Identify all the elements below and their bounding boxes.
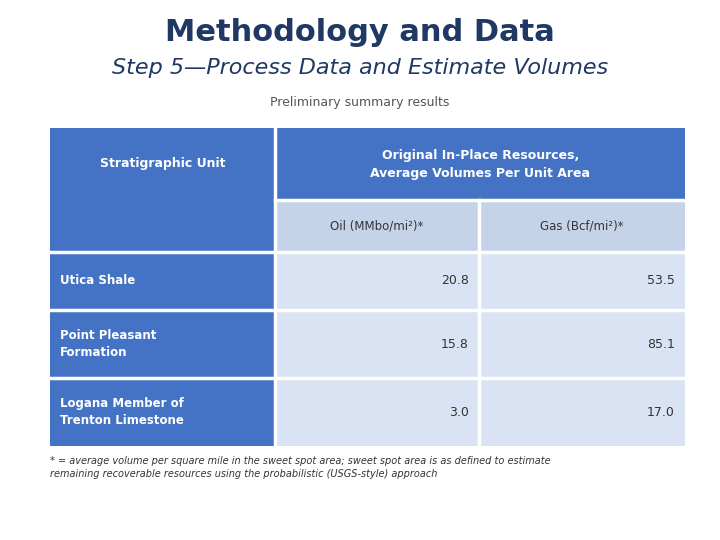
Text: 85.1: 85.1: [647, 338, 675, 350]
Text: Point Pleasant
Formation: Point Pleasant Formation: [60, 329, 156, 359]
Bar: [276, 252, 479, 310]
Text: Utica Shale: Utica Shale: [60, 274, 135, 287]
Bar: [479, 252, 685, 310]
Bar: [276, 378, 479, 446]
Bar: [276, 200, 479, 252]
Bar: [50, 200, 276, 252]
Text: 3.0: 3.0: [449, 406, 469, 419]
Bar: [50, 128, 276, 200]
Bar: [479, 378, 685, 446]
Bar: [276, 310, 479, 378]
Text: 20.8: 20.8: [441, 274, 469, 287]
Text: Oil (MMbo/mi²)*: Oil (MMbo/mi²)*: [330, 219, 423, 233]
Text: Preliminary summary results: Preliminary summary results: [270, 96, 450, 109]
Text: * = average volume per square mile in the sweet spot area; sweet spot area is as: * = average volume per square mile in th…: [50, 456, 551, 479]
Text: Gas (Bcf/mi²)*: Gas (Bcf/mi²)*: [540, 219, 624, 233]
Text: Methodology and Data: Methodology and Data: [165, 18, 555, 47]
Text: Original In-Place Resources,
Average Volumes Per Unit Area: Original In-Place Resources, Average Vol…: [370, 148, 590, 179]
Text: Step 5—Process Data and Estimate Volumes: Step 5—Process Data and Estimate Volumes: [112, 58, 608, 78]
Text: 17.0: 17.0: [647, 406, 675, 419]
Bar: [50, 378, 276, 446]
Bar: [50, 252, 276, 310]
Text: Logana Member of
Trenton Limestone: Logana Member of Trenton Limestone: [60, 397, 184, 427]
Text: 15.8: 15.8: [441, 338, 469, 350]
Bar: [479, 200, 685, 252]
Bar: [50, 310, 276, 378]
Bar: [276, 128, 685, 200]
Text: Stratigraphic Unit: Stratigraphic Unit: [100, 158, 225, 171]
Text: 53.5: 53.5: [647, 274, 675, 287]
Bar: [479, 310, 685, 378]
